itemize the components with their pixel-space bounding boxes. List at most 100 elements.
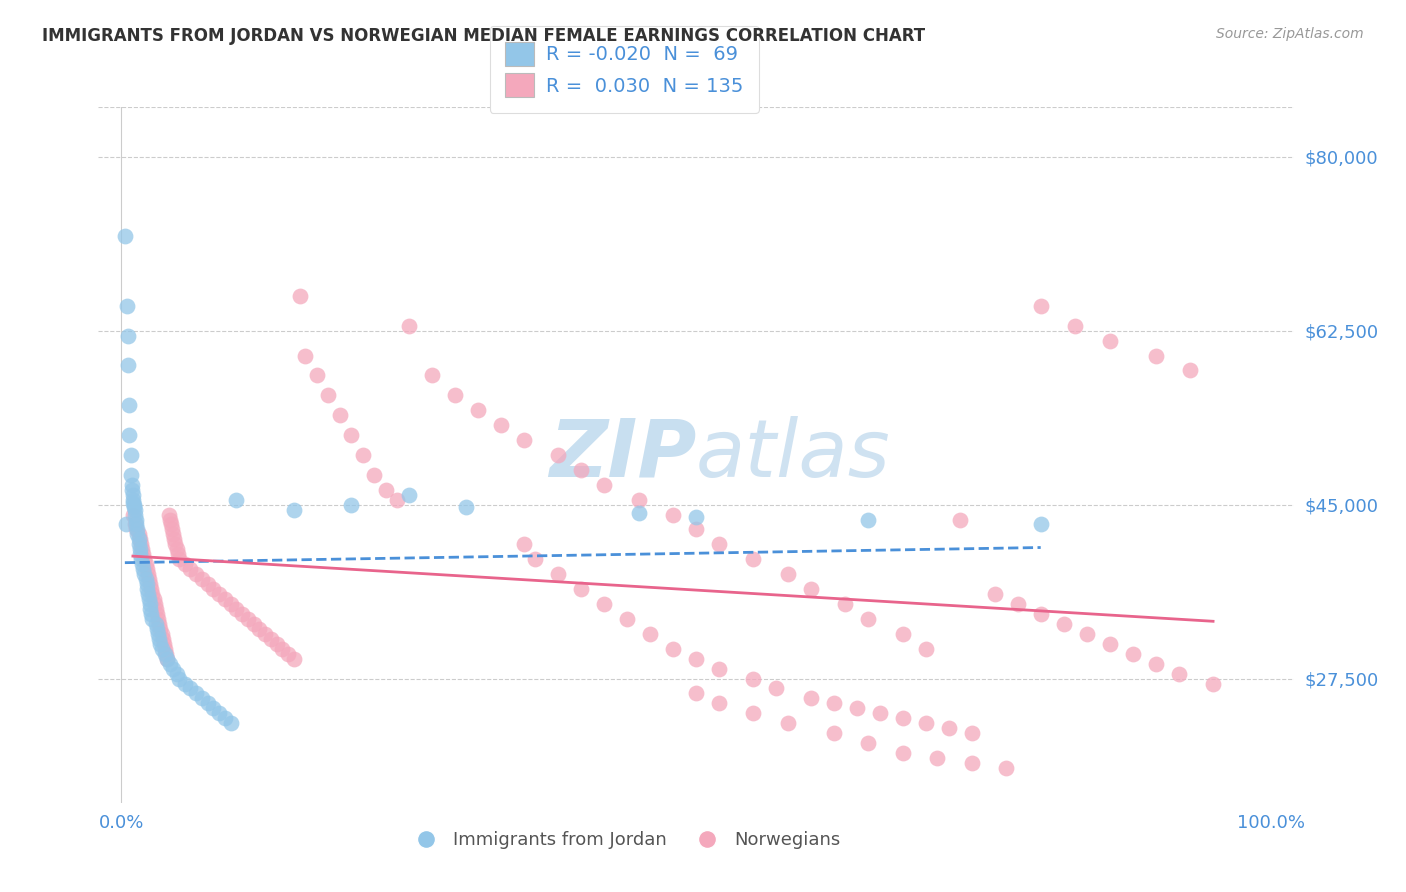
Point — [1029, 299, 1052, 313]
Point — [547, 448, 569, 462]
Point — [127, 527, 149, 541]
Point — [247, 622, 270, 636]
Point — [214, 592, 236, 607]
Point — [662, 641, 685, 656]
Point — [869, 706, 891, 721]
Point — [266, 637, 288, 651]
Point — [152, 632, 174, 646]
Point — [219, 597, 242, 611]
Point — [132, 562, 155, 576]
Point — [148, 632, 170, 646]
Point — [165, 537, 187, 551]
Point — [145, 616, 167, 631]
Point — [122, 492, 145, 507]
Point — [141, 587, 163, 601]
Point — [1144, 657, 1167, 671]
Point — [179, 681, 201, 696]
Point — [122, 498, 145, 512]
Point — [148, 627, 170, 641]
Point — [1144, 349, 1167, 363]
Point — [131, 558, 153, 572]
Point — [139, 597, 162, 611]
Point — [225, 492, 247, 507]
Point — [385, 492, 409, 507]
Point — [122, 500, 145, 514]
Point — [242, 616, 264, 631]
Point — [129, 552, 152, 566]
Point — [512, 537, 534, 551]
Point — [135, 582, 157, 596]
Point — [136, 587, 159, 601]
Point — [124, 508, 146, 522]
Point — [443, 388, 465, 402]
Point — [167, 552, 190, 566]
Point — [1202, 676, 1225, 690]
Point — [148, 612, 170, 626]
Point — [685, 651, 707, 665]
Point — [138, 592, 160, 607]
Point — [891, 627, 914, 641]
Point — [115, 517, 138, 532]
Point — [742, 706, 765, 721]
Point — [374, 483, 396, 497]
Point — [776, 567, 799, 582]
Point — [914, 641, 936, 656]
Point — [1122, 647, 1144, 661]
Point — [173, 558, 195, 572]
Point — [128, 537, 150, 551]
Point — [707, 537, 730, 551]
Point — [225, 602, 247, 616]
Point — [128, 527, 150, 541]
Point — [153, 641, 176, 656]
Point — [125, 517, 148, 532]
Point — [823, 726, 845, 740]
Point — [277, 647, 299, 661]
Point — [121, 483, 143, 497]
Point — [142, 592, 165, 607]
Point — [135, 562, 157, 576]
Point — [153, 637, 176, 651]
Point — [139, 577, 162, 591]
Point — [202, 701, 225, 715]
Point — [260, 632, 283, 646]
Point — [127, 523, 149, 537]
Point — [742, 552, 765, 566]
Point — [1029, 517, 1052, 532]
Point — [208, 587, 231, 601]
Point — [363, 467, 385, 482]
Point — [145, 602, 167, 616]
Point — [149, 622, 172, 636]
Point — [139, 602, 162, 616]
Point — [569, 463, 592, 477]
Point — [616, 612, 638, 626]
Point — [938, 721, 960, 735]
Point — [685, 523, 707, 537]
Point — [765, 681, 787, 696]
Point — [1007, 597, 1029, 611]
Point — [141, 582, 163, 596]
Point — [162, 662, 184, 676]
Point — [960, 726, 983, 740]
Point — [156, 651, 179, 665]
Point — [122, 495, 145, 509]
Text: Source: ZipAtlas.com: Source: ZipAtlas.com — [1216, 27, 1364, 41]
Point — [122, 508, 145, 522]
Point — [117, 328, 139, 343]
Point — [800, 691, 823, 706]
Point — [467, 403, 489, 417]
Point — [148, 616, 170, 631]
Point — [995, 761, 1018, 775]
Point — [329, 408, 352, 422]
Point — [1053, 616, 1076, 631]
Point — [135, 577, 157, 591]
Point — [163, 533, 186, 547]
Point — [150, 627, 173, 641]
Point — [150, 641, 173, 656]
Point — [340, 498, 363, 512]
Point — [173, 676, 195, 690]
Legend: Immigrants from Jordan, Norwegians: Immigrants from Jordan, Norwegians — [401, 824, 848, 856]
Point — [214, 711, 236, 725]
Point — [146, 622, 169, 636]
Point — [125, 523, 148, 537]
Point — [184, 567, 207, 582]
